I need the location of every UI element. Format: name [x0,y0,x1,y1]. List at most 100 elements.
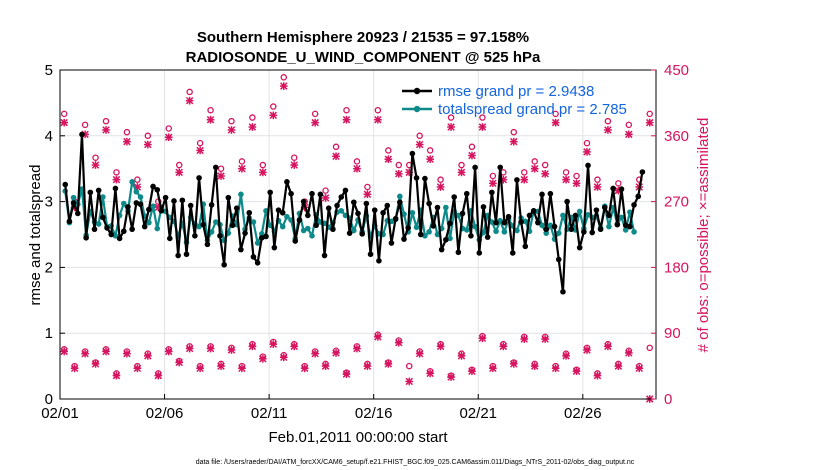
rmse-point-125 [585,162,591,169]
obs-assim-lower-48 [562,352,570,360]
rmse-point-120 [564,198,570,205]
obs-assim-lower-55 [635,364,644,373]
obs-assim-upper-19 [259,168,267,177]
spread-point-114 [539,222,545,229]
rmse-point-37 [217,233,223,239]
rmse-point-44 [246,209,253,216]
obs-possible-upper-12 [186,88,193,96]
obs-assim-lower-54 [624,349,633,357]
obs-possible-upper-19 [259,161,267,169]
obs-assim-upper-49 [572,179,581,188]
legend-rmse-marker [413,87,421,95]
spread-point-9 [100,194,106,200]
obs-assim-upper-47 [551,118,560,127]
obs-possible-upper-39 [468,143,476,151]
spread-point-14 [120,200,127,207]
obs-assim-lower-23 [300,364,309,373]
obs-lower-cluster [60,331,654,403]
obs-possible-upper-34 [416,132,423,140]
spread-point-17 [133,188,140,195]
spread-point-130 [606,223,612,230]
y-axis-right: 0 90 180 270 360 450 [651,62,689,408]
rmse-point-49 [267,189,273,196]
rmse-point-39 [225,194,232,201]
y-right-tick-label-4: 360 [664,128,689,145]
obs-assim-lower-1 [70,364,79,373]
rmse-point-95 [459,210,466,217]
spread-point-36 [212,219,219,225]
rmse-point-8 [95,187,102,194]
rmse-point-122 [572,212,579,219]
rmse-point-111 [526,212,533,219]
x-tick-label-1: 02/06 [146,405,184,422]
obs-assim-lower-17 [238,364,246,373]
y-tick-label-0: 0 [45,391,53,408]
obs-assim-lower-50 [583,346,591,354]
rmse-point-34 [204,241,211,248]
x-tick-label-4: 02/21 [459,405,497,422]
obs-assim-upper-18 [248,123,257,131]
rmse-point-124 [581,229,587,235]
x-tick-label-0: 02/01 [41,405,79,422]
y-right-tick-label-3: 270 [664,194,689,211]
spread-point-125 [585,211,591,218]
obs-possible-upper-11 [175,161,183,169]
rmse-point-115 [543,226,550,233]
obs-assim-lower-41 [489,364,497,373]
rmse-point-104 [497,164,504,171]
spread-point-89 [434,231,441,238]
spread-point-133 [618,214,625,221]
rmse-point-109 [518,219,524,225]
obs-assim-upper-20 [269,111,278,120]
rmse-point-129 [601,204,608,211]
spread-point-35 [208,229,215,235]
obs-assim-upper-39 [468,151,476,160]
obs-possible-upper-52 [604,117,612,125]
rmse-point-102 [489,189,495,196]
rmse-point-50 [271,244,278,251]
y-tick-label-4: 4 [45,128,53,145]
obs-possible-upper-37 [447,114,455,121]
rmse-point-99 [476,250,483,256]
x-tick-label-5: 02/26 [564,405,602,422]
rmse-point-24 [162,194,169,201]
spread-point-52 [279,223,286,230]
rmse-point-36 [212,164,219,171]
spread-point-81 [401,211,407,217]
obs-possible-upper-36 [437,176,444,183]
obs-possible-upper-8 [144,132,152,140]
rmse-point-85 [417,231,424,238]
rmse-point-138 [639,169,646,175]
spread-point-46 [254,240,261,246]
obs-assim-upper-17 [238,164,246,173]
obs-assim-upper-6 [123,137,131,146]
obs-assim-upper-35 [426,155,434,164]
rmse-point-52 [279,209,286,216]
rmse-point-42 [238,246,244,253]
obs-possible-upper-18 [249,114,256,121]
obs-assim-upper-43 [509,137,518,146]
obs-assim-lower-19 [259,354,267,363]
obs-possible-upper-43 [510,128,518,136]
rmse-point-78 [388,240,395,246]
y-tick-label-2: 2 [45,259,53,276]
spread-point-87 [426,229,432,235]
rmse-point-113 [535,219,541,226]
obs-assim-upper-46 [541,169,550,178]
rmse-point-12 [112,185,119,192]
obs-assim-upper-26 [332,152,340,161]
spread-point-22 [154,225,161,232]
rmse-point-69 [351,199,357,206]
obs-assim-lower-10 [164,347,173,356]
rmse-point-43 [242,230,248,236]
obs-assim-lower-47 [551,364,560,373]
chart-title: Southern Hemisphere 20923 / 21535 = 97.1… [197,29,529,46]
obs-assim-lower-21 [279,353,288,362]
obs-assim-lower-36 [436,342,445,351]
rmse-point-3 [74,210,81,217]
rmse-point-40 [229,222,236,229]
obs-possible-upper-49 [573,172,580,180]
rmse-point-55 [292,238,299,244]
obs-possible-upper-25 [322,187,329,194]
